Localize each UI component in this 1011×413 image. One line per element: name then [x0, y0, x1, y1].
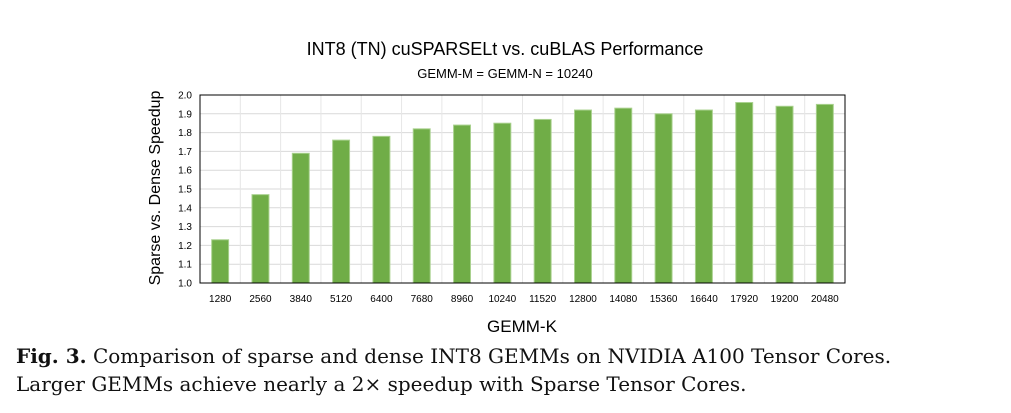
y-tick-label: 1.4 — [178, 203, 192, 214]
figure-caption: Fig. 3. Comparison of sparse and dense I… — [16, 342, 1001, 398]
bar-16640 — [694, 109, 713, 284]
bar-5120 — [332, 139, 351, 284]
bar-2560 — [251, 194, 270, 284]
plot-area-border — [199, 94, 846, 284]
x-tick-label: 11520 — [529, 294, 557, 305]
y-tick-labels: 1.0 1.1 1.2 1.3 1.4 1.5 1.6 1.7 1.8 1.9 2.0 — [178, 91, 192, 290]
caption-text-1: Comparison of sparse and dense INT8 GEMM… — [92, 344, 892, 368]
bar-17920 — [735, 102, 754, 284]
bar-19200 — [775, 105, 794, 284]
bar-10240 — [493, 122, 512, 284]
bar-7680 — [412, 128, 431, 284]
bar-3840 — [291, 152, 310, 284]
bar-15360 — [654, 113, 673, 284]
y-tick-label: 1.6 — [178, 166, 192, 177]
x-tick-label: 15360 — [650, 294, 678, 305]
bar-20480 — [815, 103, 834, 284]
x-tick-label: 6400 — [370, 294, 393, 305]
x-tick-labels: 1280 2560 3840 5120 6400 7680 8960 10240 11520 12… — [209, 294, 839, 305]
x-tick-label: 8960 — [451, 294, 474, 305]
x-tick-label: 14080 — [609, 294, 637, 305]
caption-line-1: Fig. 3. Comparison of sparse and dense I… — [16, 342, 1001, 370]
y-tick-label: 1.8 — [178, 128, 192, 139]
y-tick-label: 1.7 — [178, 147, 192, 158]
y-tick-label: 1.0 — [178, 279, 192, 290]
x-tick-label: 10240 — [488, 294, 516, 305]
x-tick-label: 19200 — [771, 294, 799, 305]
chart-subtitle: GEMM-M = GEMM-N = 10240 — [417, 66, 593, 81]
x-tick-label: 2560 — [249, 294, 272, 305]
x-tick-label: 20480 — [811, 294, 839, 305]
y-tick-label: 1.3 — [178, 222, 192, 233]
bar-11520 — [533, 118, 552, 284]
x-tick-label: 7680 — [411, 294, 434, 305]
x-axis-label: GEMM-K — [487, 317, 558, 336]
y-tick-label: 1.1 — [178, 260, 192, 271]
chart-title: INT8 (TN) cuSPARSELt vs. cuBLAS Performa… — [307, 39, 704, 59]
bar-14080 — [614, 107, 633, 284]
x-tick-label: 16640 — [690, 294, 718, 305]
bar-6400 — [372, 135, 391, 284]
x-tick-label: 5120 — [330, 294, 353, 305]
y-tick-label: 1.9 — [178, 109, 192, 120]
y-tick-label: 2.0 — [178, 91, 192, 102]
y-tick-label: 1.5 — [178, 185, 192, 196]
x-tick-label: 17920 — [730, 294, 758, 305]
caption-label: Fig. 3. — [16, 344, 87, 368]
y-axis-label: Sparse vs. Dense Speedup — [147, 91, 164, 286]
caption-line-2: Larger GEMMs achieve nearly a 2× speedup… — [16, 372, 747, 396]
x-tick-label: 12800 — [569, 294, 597, 305]
y-tick-label: 1.2 — [178, 241, 192, 252]
bar-8960 — [453, 124, 471, 284]
x-tick-label: 3840 — [290, 294, 313, 305]
bar-1280 — [211, 239, 230, 284]
x-tick-label: 1280 — [209, 294, 232, 305]
bar-12800 — [574, 109, 592, 284]
